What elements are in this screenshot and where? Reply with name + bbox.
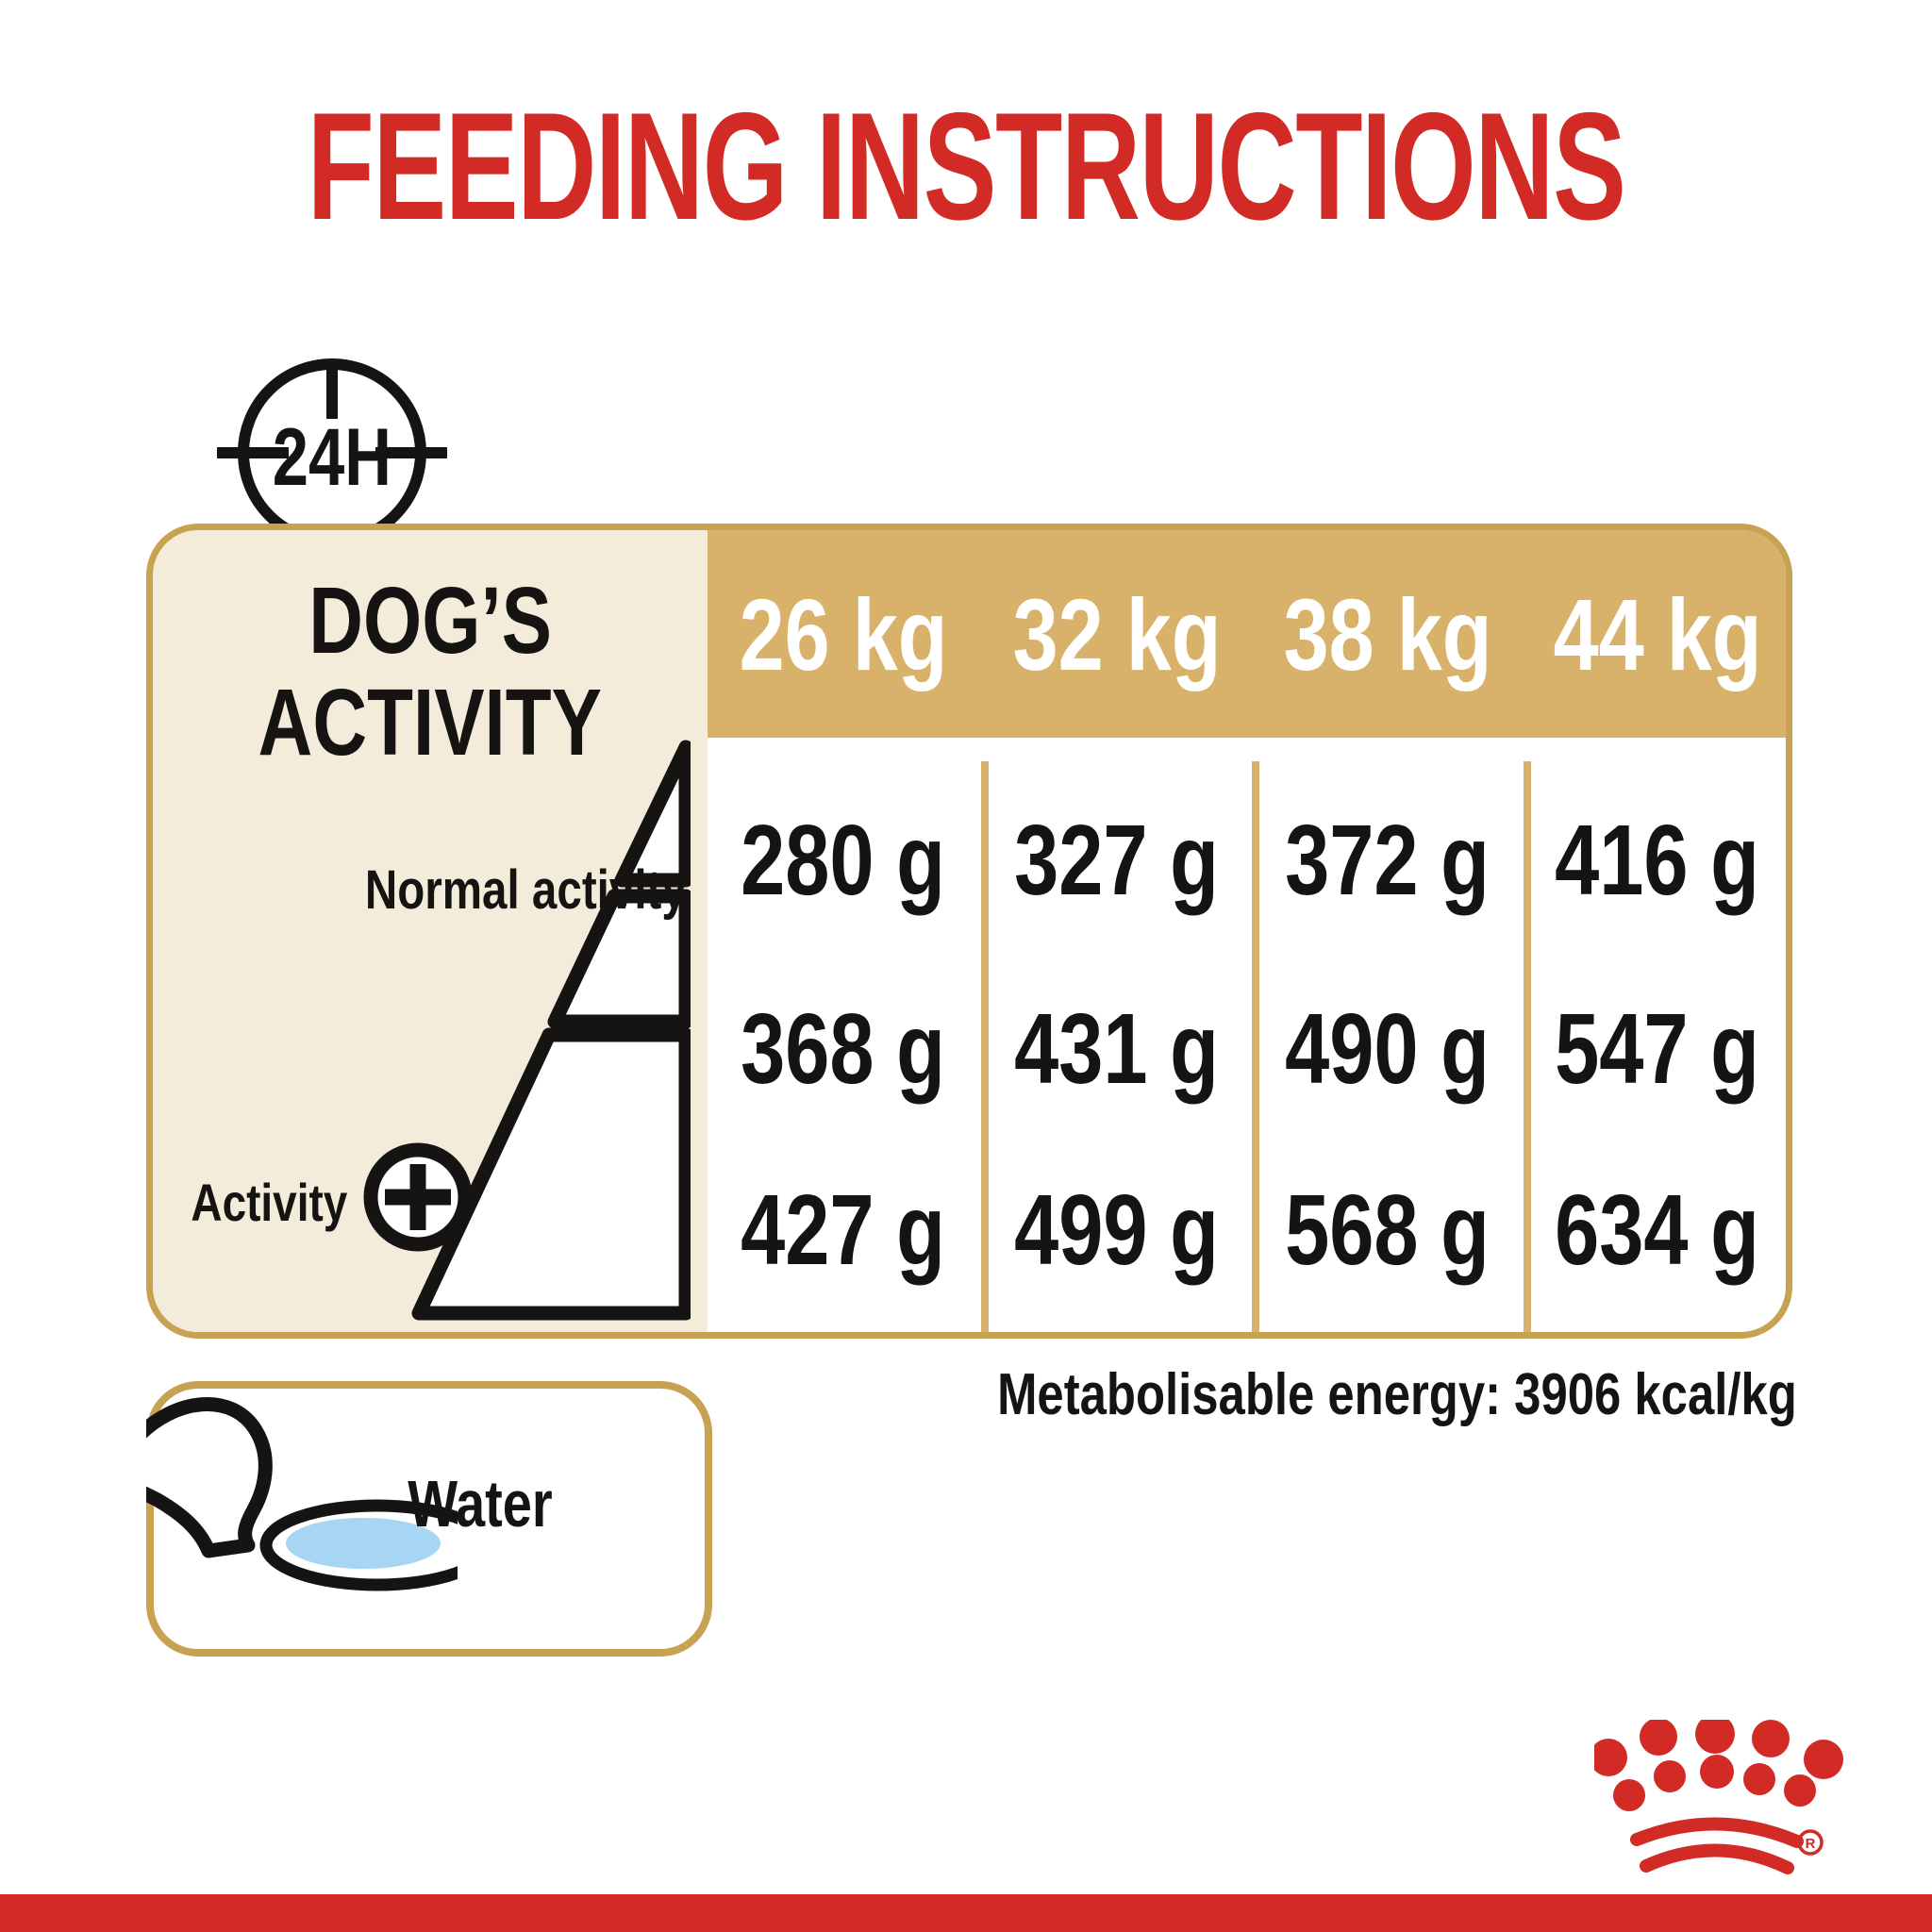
water-bowl-icon [146,1397,458,1591]
ration-cell-high-26kg: 427 g [741,1174,946,1286]
crown-arc-lower [1640,1843,1794,1874]
corner-header-line2: ACTIVITY [258,670,603,775]
row-label-activity-plus: Activity [191,1173,347,1232]
row-label-normal-activity: Normal activity [364,859,687,921]
water-label: Water [408,1467,553,1541]
registered-mark-ring [1797,1829,1824,1856]
ration-cell-high-44kg: 634 g [1555,1174,1760,1286]
ration-cell-high-32kg: 499 g [1014,1174,1220,1286]
clock-label: 24H [272,412,392,503]
feeding-table: DOG’S ACTIVITY 26 kg 32 kg 38 kg 44 kg N… [146,524,1792,1339]
registered-mark: R [1806,1836,1816,1852]
ration-cell-normal-26kg: 280 g [741,804,946,916]
ration-cell-normal-32kg: 327 g [1014,804,1220,916]
bottom-red-bar [0,1894,1932,1932]
clock-24h-icon: 24H [209,349,455,552]
column-separator [981,761,989,1332]
ration-cell-medium-32kg: 431 g [1014,992,1220,1105]
weight-header-32kg: 32 kg [1012,576,1222,691]
ration-cell-medium-26kg: 368 g [741,992,946,1105]
ration-cell-medium-44kg: 547 g [1555,992,1760,1105]
energy-note: Metabolisable energy: 3906 kcal/kg [997,1362,1797,1427]
weight-header-38kg: 38 kg [1283,576,1492,691]
water-jug [146,1397,273,1558]
crown-arc-upper [1630,1817,1804,1848]
column-separator [1524,761,1531,1332]
weight-header-26kg: 26 kg [739,576,948,691]
water-surface [286,1518,441,1569]
activity-medium-segment [547,889,691,1029]
water-box: Water [146,1381,712,1657]
page-title-text: FEEDING INSTRUCTIONS [307,81,1626,252]
ration-cell-normal-38kg: 372 g [1285,804,1491,916]
crown-logo-icon: R [1594,1720,1843,1874]
table-corner-header: DOG’S ACTIVITY [153,570,708,774]
activity-low-segment [614,740,691,888]
page-title: FEEDING INSTRUCTIONS [0,91,1932,243]
corner-header-line1: DOG’S [308,568,552,674]
ration-cell-medium-38kg: 490 g [1285,992,1491,1105]
weight-header-44kg: 44 kg [1553,576,1762,691]
ration-cell-normal-44kg: 416 g [1555,804,1760,916]
activity-scale-icon [363,740,691,1321]
ration-cell-high-38kg: 568 g [1285,1174,1491,1286]
column-separator [1252,761,1259,1332]
